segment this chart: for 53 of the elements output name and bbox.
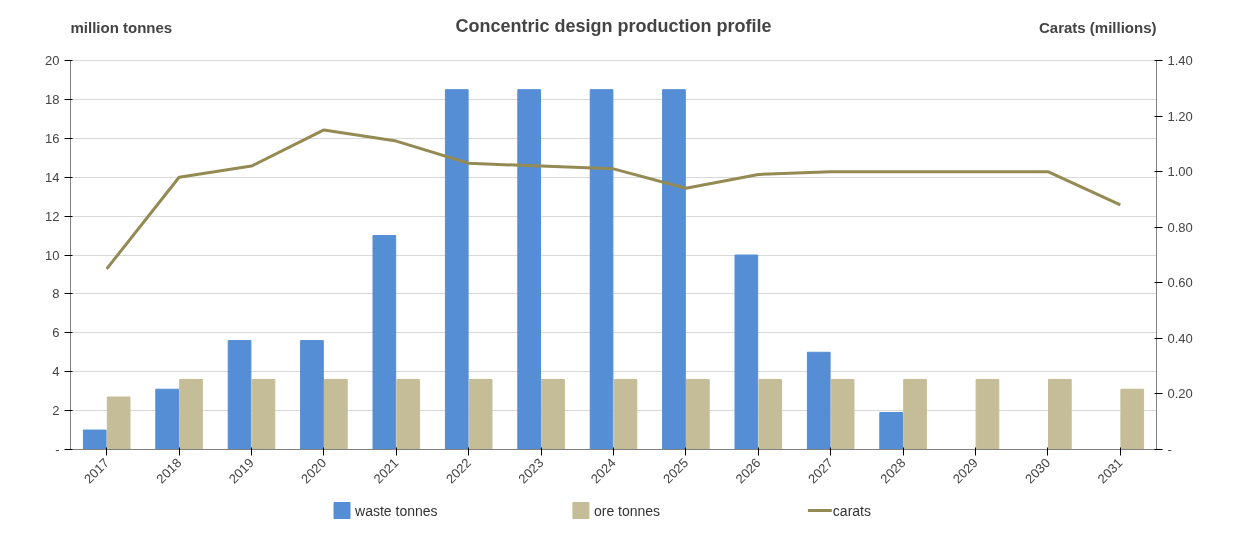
bar	[734, 254, 759, 450]
y-axis-title: million tonnes	[70, 18, 173, 36]
legend-label: ore tonnes	[593, 502, 661, 519]
y-tick-label: -	[55, 442, 60, 457]
bar	[1120, 388, 1145, 450]
y2-axis-title: Carats (millions)	[1038, 18, 1157, 36]
y-tick-label: 2	[52, 403, 60, 419]
y2-tick-label: -	[1167, 442, 1172, 457]
y-tick-label: 4	[52, 364, 60, 380]
bar	[613, 378, 638, 450]
bar	[82, 429, 107, 450]
y2-tick-label: 0.60	[1167, 275, 1193, 291]
bar	[227, 340, 252, 450]
y2-tick-label: 0.20	[1167, 386, 1193, 402]
y-tick-label: 6	[52, 325, 60, 341]
bar	[589, 89, 614, 450]
y2-tick-label: 0.80	[1167, 219, 1193, 235]
bar	[662, 89, 686, 450]
bar	[517, 89, 541, 450]
y-tick-label: 14	[45, 169, 60, 185]
y2-tick-label: 1.00	[1167, 164, 1193, 180]
bar	[1048, 378, 1072, 450]
bar	[372, 235, 397, 450]
legend-label: carats	[832, 502, 871, 519]
legend-label: waste tonnes	[354, 502, 438, 519]
y-tick-label: 20	[45, 53, 60, 68]
y2-tick-label: 0.40	[1167, 330, 1193, 346]
line-series	[105, 128, 1122, 271]
y-tick-label: 10	[45, 247, 60, 263]
bar	[251, 378, 276, 450]
bar	[396, 378, 421, 450]
bar	[468, 378, 493, 450]
y2-tick-label: 1.20	[1167, 108, 1193, 124]
bar	[686, 378, 710, 450]
chart-title: Concentric design production profile	[455, 15, 772, 36]
bar	[879, 412, 903, 450]
bar	[806, 351, 831, 450]
y2-tick-label: 1.40	[1167, 53, 1193, 68]
bar	[300, 340, 324, 450]
bar	[324, 378, 348, 450]
bar	[155, 388, 179, 450]
bar	[179, 378, 203, 450]
y-tick-label: 16	[45, 130, 60, 146]
bar	[830, 378, 855, 450]
bar	[758, 378, 783, 450]
bar	[975, 378, 1000, 450]
bar	[541, 378, 565, 450]
y-tick-label: 12	[45, 208, 60, 224]
bar	[444, 89, 469, 450]
bar	[106, 396, 131, 450]
y-tick-label: 8	[52, 286, 60, 302]
y-tick-label: 18	[45, 91, 60, 107]
bar	[903, 378, 927, 450]
